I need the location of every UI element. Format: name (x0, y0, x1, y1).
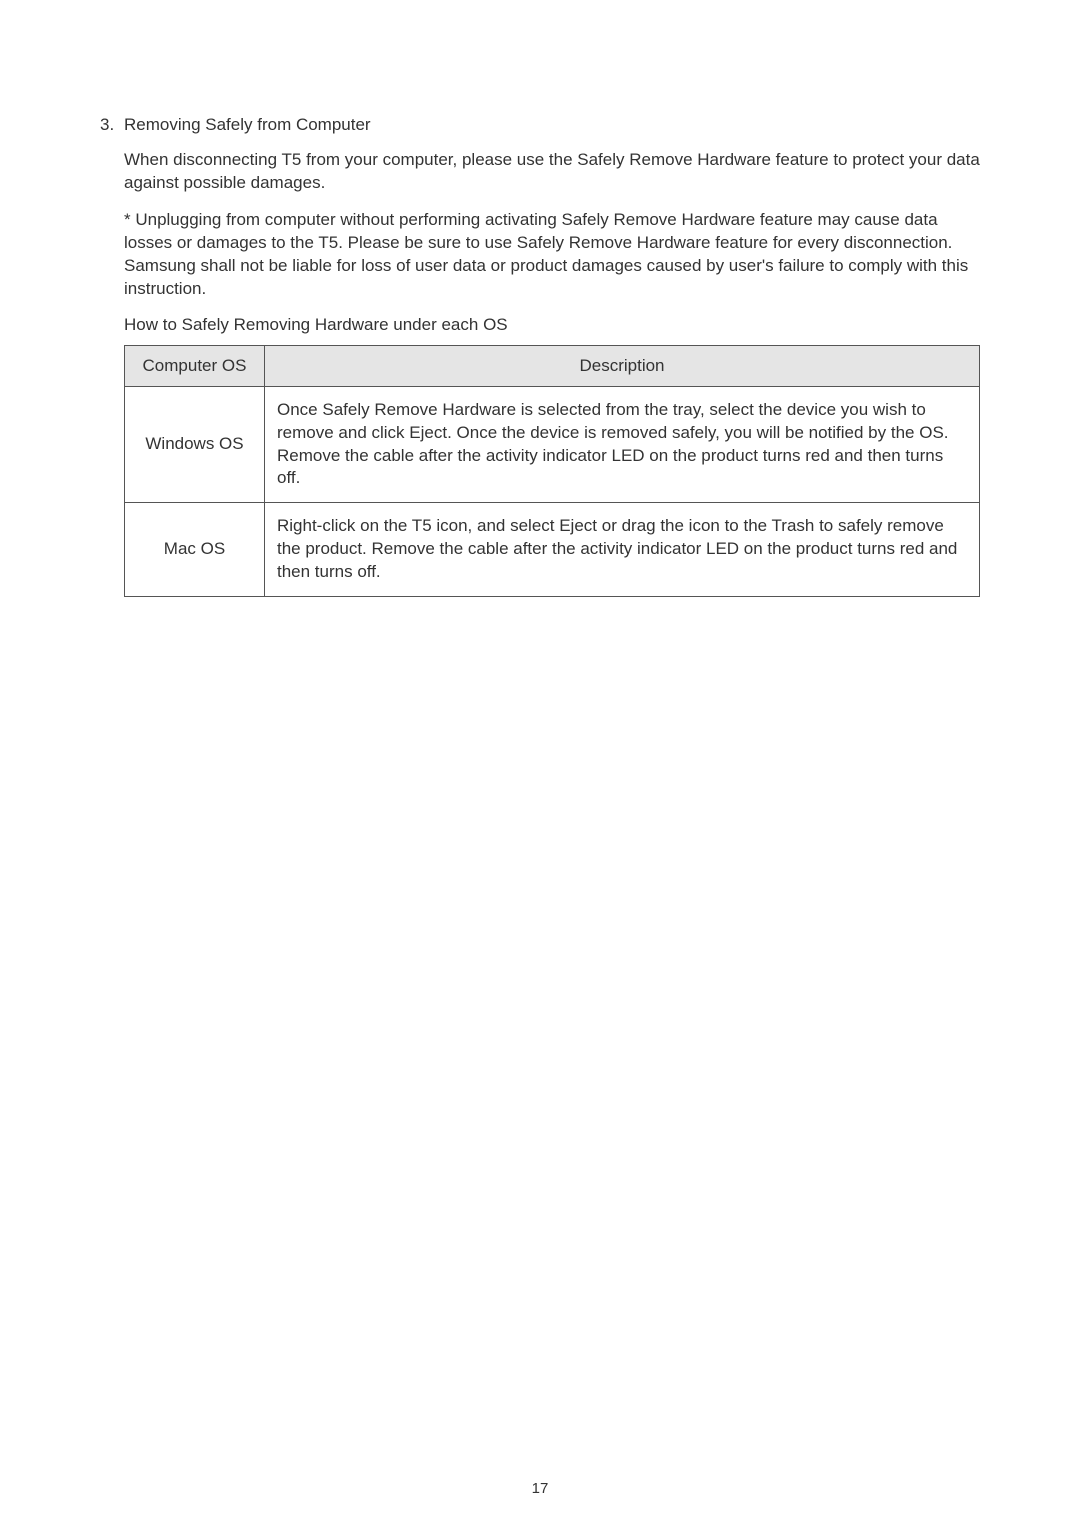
table-cell-os: Mac OS (125, 503, 265, 597)
list-number: 3. (100, 115, 124, 597)
list-content: Removing Safely from Computer When disco… (124, 115, 980, 597)
table-cell-description: Once Safely Remove Hardware is selected … (265, 386, 980, 503)
os-table: Computer OS Description Windows OS Once … (124, 345, 980, 598)
table-header-row: Computer OS Description (125, 345, 980, 386)
table-row: Windows OS Once Safely Remove Hardware i… (125, 386, 980, 503)
table-caption: How to Safely Removing Hardware under ea… (124, 315, 980, 335)
paragraph-2: * Unplugging from computer without perfo… (124, 209, 980, 301)
page-number: 17 (0, 1480, 1080, 1497)
table-cell-description: Right-click on the T5 icon, and select E… (265, 503, 980, 597)
paragraph-1: When disconnecting T5 from your computer… (124, 149, 980, 195)
table-header-os: Computer OS (125, 345, 265, 386)
numbered-list-item: 3. Removing Safely from Computer When di… (100, 115, 980, 597)
table-cell-os: Windows OS (125, 386, 265, 503)
list-title: Removing Safely from Computer (124, 115, 980, 135)
table-row: Mac OS Right-click on the T5 icon, and s… (125, 503, 980, 597)
table-header-description: Description (265, 345, 980, 386)
